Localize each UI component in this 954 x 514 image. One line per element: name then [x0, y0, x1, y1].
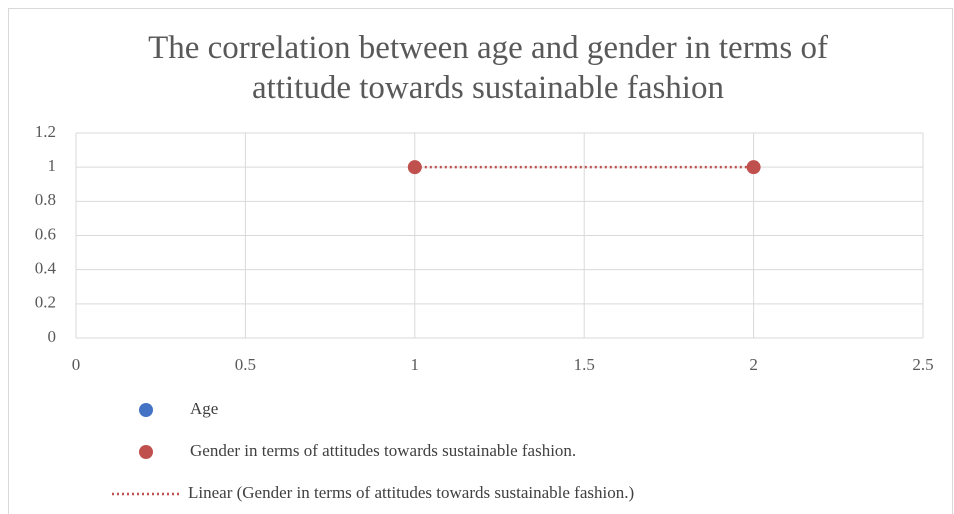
- x-tick-label: 1: [411, 355, 420, 374]
- y-tick-label: 0.2: [35, 293, 56, 312]
- x-tick-label: 1.5: [574, 355, 595, 374]
- legend-marker: [139, 445, 153, 459]
- y-tick-label: 0.6: [35, 224, 56, 243]
- y-tick-label: 0: [48, 327, 57, 346]
- y-tick-label: 0.8: [35, 190, 56, 209]
- x-tick-label: 0.5: [235, 355, 256, 374]
- legend-label: Linear (Gender in terms of attitudes tow…: [188, 483, 634, 502]
- y-tick-label: 1: [48, 156, 57, 175]
- x-tick-label: 2.5: [912, 355, 933, 374]
- legend-label: Age: [190, 399, 218, 418]
- x-tick-label: 0: [72, 355, 81, 374]
- data-point: [746, 160, 761, 175]
- chart-frame: [8, 8, 953, 514]
- legend-marker: [139, 403, 153, 417]
- data-point: [407, 160, 422, 175]
- x-tick-label: 2: [749, 355, 758, 374]
- chart-title: The correlation between age and gender i…: [148, 30, 828, 106]
- y-tick-label: 1.2: [35, 122, 56, 141]
- y-tick-label: 0.4: [35, 259, 57, 278]
- legend-label: Gender in terms of attitudes towards sus…: [190, 441, 576, 460]
